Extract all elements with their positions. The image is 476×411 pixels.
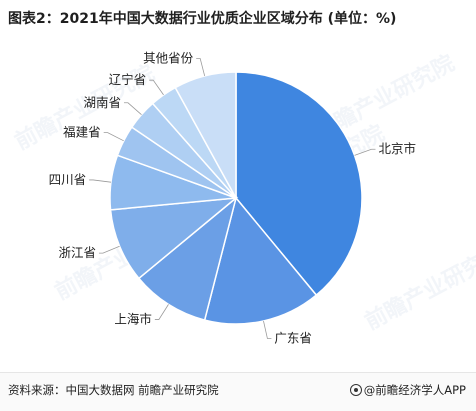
brand-credit: @前瞻经济学人APP (349, 382, 466, 398)
pie-slice-2 (203, 196, 318, 325)
watermark-text: 前瞻产业研究院 (361, 240, 476, 335)
leader-line (98, 245, 120, 254)
leader-line (149, 79, 164, 96)
pie-slice-3 (137, 195, 238, 321)
leader-line (263, 320, 272, 339)
slice-label: 湖南省 (83, 95, 121, 110)
slice-label: 辽宁省 (109, 72, 147, 87)
slice-label: 四川省 (49, 172, 87, 187)
pie-chart: 前瞻产业研究院前瞻产业研究院前瞻产业研究院前瞻产业研究院前瞻产业研究院 北京市广… (11, 50, 476, 346)
leader-line (154, 304, 169, 320)
leader-line (354, 148, 376, 156)
leader-line (196, 58, 206, 77)
pie-slice-1 (235, 71, 363, 297)
leader-line (123, 102, 142, 115)
slice-label: 福建省 (63, 125, 101, 140)
footer-divider (0, 372, 476, 373)
slice-label: 广东省 (274, 331, 312, 346)
footer-band (0, 373, 476, 411)
pie-slices (109, 71, 363, 325)
chart-title: 图表2：2021年中国大数据行业优质企业区域分布 (单位：%) (8, 11, 397, 27)
slice-label: 浙江省 (58, 245, 96, 260)
slice-label: 其他省份 (143, 51, 194, 66)
brand-logo-icon (349, 384, 362, 396)
source-note: 资料来源：中国大数据网 前瞻产业研究院 (8, 383, 219, 397)
leader-line (89, 179, 112, 183)
leader-line (103, 132, 124, 142)
slice-label: 上海市 (114, 312, 152, 327)
pie-slice-9 (174, 71, 237, 199)
pie-slice-4 (109, 197, 239, 280)
slice-label: 北京市 (378, 141, 416, 156)
brand-text: @前瞻经济学人APP (363, 383, 466, 397)
